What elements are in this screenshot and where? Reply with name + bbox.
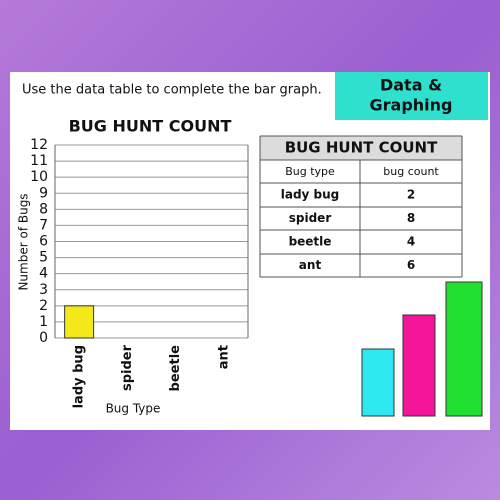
y-tick-label: 2: [39, 298, 48, 314]
decor-bar: [402, 314, 436, 417]
y-tick-label: 4: [39, 266, 48, 282]
y-tick-label: 12: [30, 137, 48, 153]
x-tick-label: lady bug: [72, 345, 87, 408]
y-tick-label: 6: [39, 234, 48, 250]
table-title-bg: [260, 136, 462, 160]
badge-line: Data &: [380, 76, 442, 95]
y-tick-label: 1: [39, 314, 48, 330]
table-cell: spider: [289, 211, 332, 225]
y-tick-label: 10: [30, 169, 48, 185]
table-header: Bug type: [285, 165, 335, 178]
table-cell: ant: [299, 258, 322, 272]
decor-bar: [445, 281, 483, 417]
table-cell: lady bug: [281, 188, 340, 202]
y-axis-label: Number of Bugs: [17, 193, 31, 290]
table-cell: 4: [407, 235, 415, 249]
table-cell: beetle: [289, 235, 332, 249]
table-cell: 2: [407, 188, 415, 202]
table-title: BUG HUNT COUNT: [285, 139, 438, 157]
chart-title: BUG HUNT COUNT: [69, 117, 232, 136]
x-tick-label: ant: [216, 345, 231, 369]
badge: [335, 72, 488, 120]
x-tick-label: beetle: [168, 345, 183, 392]
decor-bar: [361, 348, 395, 417]
y-tick-label: 0: [39, 330, 48, 346]
y-tick-label: 9: [39, 185, 48, 201]
x-tick-label: spider: [120, 344, 135, 391]
table-cell: 6: [407, 258, 415, 272]
y-tick-label: 8: [39, 201, 48, 217]
badge-line: Graphing: [370, 96, 453, 115]
bar: [64, 305, 95, 339]
y-tick-label: 5: [39, 250, 48, 266]
x-axis-label: Bug Type: [106, 402, 161, 416]
table-header: bug count: [383, 165, 439, 178]
y-tick-label: 7: [39, 217, 48, 233]
table-cell: 8: [407, 211, 415, 225]
instruction: Use the data table to complete the bar g…: [22, 83, 322, 98]
y-tick-label: 3: [39, 282, 48, 298]
y-tick-label: 11: [30, 153, 48, 169]
